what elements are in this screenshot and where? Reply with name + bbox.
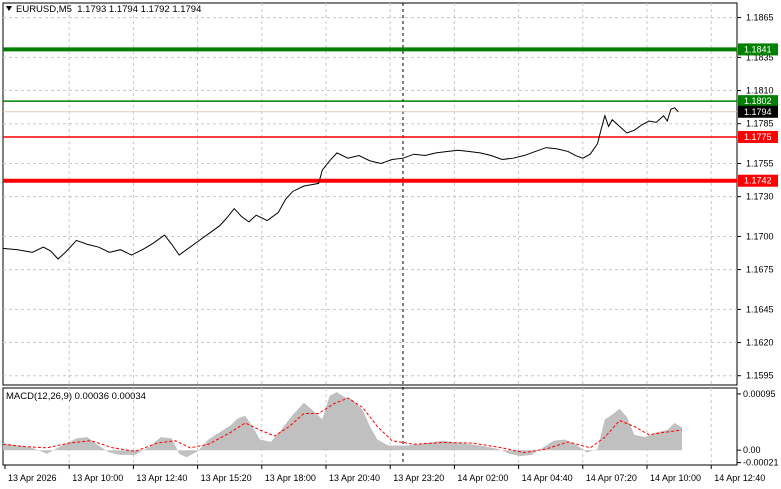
y-tick-label: 1.1785	[746, 119, 774, 129]
level-price-tag	[738, 130, 778, 143]
macd-label: MACD(12,26,9) 0.00036 0.00034	[6, 391, 146, 402]
y-tick-label: 1.1620	[746, 338, 774, 348]
y-tick-label: 1.1700	[746, 231, 774, 241]
y-tick-label: 1.1730	[746, 192, 774, 202]
y-tick-label: 1.1810	[746, 86, 774, 96]
macd-signal-line	[2, 397, 683, 454]
x-tick-label: 13 Apr 10:00	[72, 473, 123, 483]
x-tick-label: 13 Apr 12:40	[136, 473, 187, 483]
x-tick-label: 14 Apr 07:20	[586, 473, 637, 483]
ohlc-values: 1.1793 1.1794 1.1792 1.1794	[77, 4, 202, 15]
dropdown-triangle-icon[interactable]	[6, 6, 12, 11]
macd-y-tick-label: 0.00095	[743, 389, 776, 399]
level-price-tag	[738, 95, 778, 108]
level-price-tag	[738, 43, 778, 56]
x-tick-label: 13 Apr 15:20	[201, 473, 252, 483]
level-price-label: 1.1841	[744, 44, 772, 54]
x-tick-label: 14 Apr 12:40	[714, 473, 765, 483]
price-line	[2, 107, 679, 260]
symbol-label: EURUSD,M5	[16, 4, 72, 15]
symbol-bar: EURUSD,M5 1.1793 1.1794 1.1792 1.1794	[6, 4, 201, 15]
x-tick-label: 13 Apr 18:00	[265, 473, 316, 483]
level-price-label: 1.1775	[744, 132, 772, 142]
level-price-label: 1.1742	[744, 176, 772, 186]
level-price-label: 1.1802	[744, 96, 772, 106]
y-tick-label: 1.1865	[746, 13, 774, 23]
x-tick-label: 14 Apr 10:00	[650, 473, 701, 483]
y-tick-label: 1.1595	[746, 371, 774, 381]
level-price-tag	[738, 174, 778, 187]
current-price-label: 1.1794	[744, 107, 772, 117]
x-tick-label: 14 Apr 02:00	[457, 473, 508, 483]
y-tick-label: 1.1645	[746, 304, 774, 314]
x-tick-label: 14 Apr 04:40	[522, 473, 573, 483]
x-tick-label: 13 Apr 20:40	[329, 473, 380, 483]
current-price-tag	[738, 105, 778, 118]
x-tick-label: 13 Apr 23:20	[393, 473, 444, 483]
macd-y-tick-label: -0.00021	[743, 458, 779, 468]
y-tick-label: 1.1755	[746, 158, 774, 168]
macd-y-tick-label: 0.00	[743, 445, 761, 455]
y-tick-label: 1.1835	[746, 52, 774, 62]
price-panel-frame	[2, 2, 738, 386]
x-tick-label: 13 Apr 2026	[8, 473, 57, 483]
y-tick-label: 1.1675	[746, 265, 774, 275]
macd-histogram	[3, 392, 682, 458]
